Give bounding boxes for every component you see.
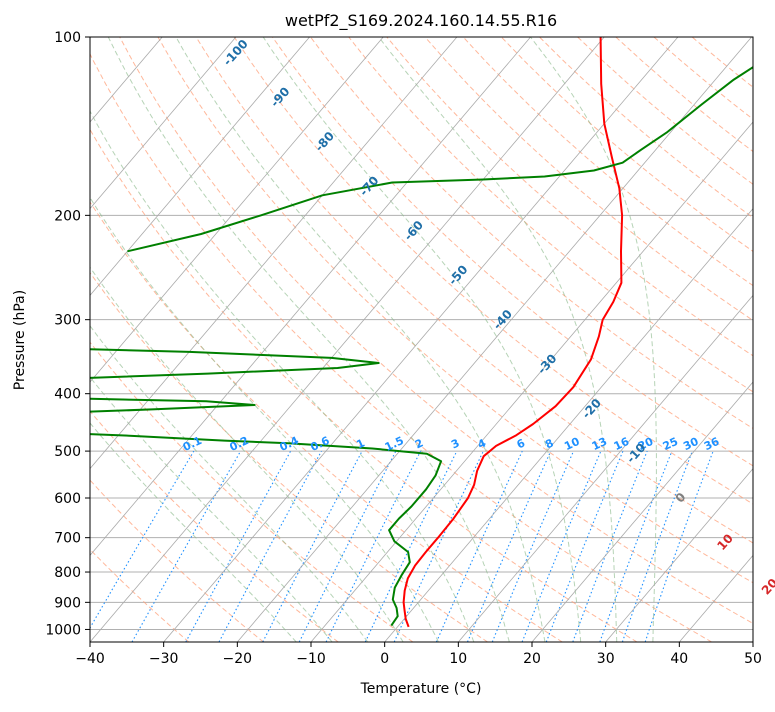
y-tick-label: 900: [54, 595, 81, 611]
x-tick-label: 40: [670, 651, 688, 667]
y-axis-label: Pressure (hPa): [12, 290, 28, 390]
x-tick-label: −10: [296, 651, 326, 667]
y-tick-label: 1000: [45, 622, 81, 638]
x-axis-label: Temperature (°C): [360, 681, 482, 697]
y-tick-label: 800: [54, 565, 81, 581]
x-tick-label: 20: [523, 651, 541, 667]
x-tick-label: −30: [149, 651, 179, 667]
x-tick-label: 50: [744, 651, 762, 667]
y-tick-label: 600: [54, 491, 81, 507]
x-tick-label: −20: [223, 651, 253, 667]
y-tick-label: 100: [54, 30, 81, 46]
y-tick-label: 300: [54, 313, 81, 329]
y-tick-label: 500: [54, 444, 81, 460]
x-tick-label: 0: [380, 651, 389, 667]
y-tick-label: 700: [54, 531, 81, 547]
x-tick-label: 30: [597, 651, 615, 667]
x-tick-label: −40: [75, 651, 105, 667]
y-tick-label: 200: [54, 208, 81, 224]
y-tick-label: 400: [54, 387, 81, 403]
chart-title: wetPf2_S169.2024.160.14.55.R16: [285, 11, 557, 31]
x-tick-label: 10: [449, 651, 467, 667]
